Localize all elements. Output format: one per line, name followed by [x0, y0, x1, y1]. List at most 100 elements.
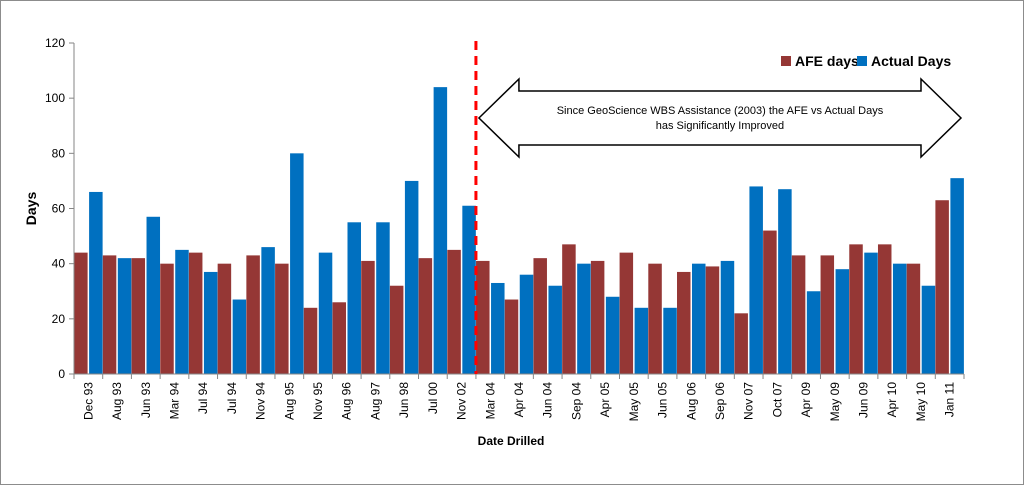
- bar-afe-20: [648, 263, 662, 374]
- bar-afe-14: [476, 260, 490, 374]
- bar-afe-0: [74, 252, 88, 374]
- x-tick-label: Jun 05: [656, 382, 670, 418]
- bar-actual-15: [519, 274, 534, 374]
- x-tick-label: Mar 94: [167, 382, 181, 420]
- bar-afe-12: [418, 258, 433, 374]
- x-tick-label: Dec 93: [81, 382, 95, 420]
- x-tick-label: Oct 07: [770, 382, 784, 418]
- bar-actual-8: [318, 252, 333, 374]
- bar-afe-29: [906, 263, 921, 374]
- x-tick-label: Apr 04: [512, 382, 526, 418]
- bar-afe-1: [102, 255, 117, 374]
- bar-actual-24: [778, 189, 792, 374]
- bar-marks: [74, 87, 964, 374]
- y-axis-ticks: 0 20 40 60 80 100 120: [45, 36, 74, 381]
- bar-actual-28: [892, 263, 907, 374]
- x-tick-label: Aug 96: [340, 382, 354, 420]
- y-tick-label: 60: [52, 202, 66, 216]
- bar-afe-6: [246, 255, 260, 374]
- x-tick-label: Apr 10: [885, 382, 899, 418]
- legend-label-actual: Actual Days: [871, 53, 951, 69]
- bar-afe-27: [849, 244, 863, 374]
- x-axis-title: Date Drilled: [478, 434, 545, 448]
- bar-actual-22: [720, 260, 735, 374]
- bar-actual-3: [175, 249, 189, 374]
- legend: AFE days Actual Days: [781, 53, 951, 69]
- bar-afe-28: [877, 244, 892, 374]
- x-tick-label: Apr 09: [799, 382, 813, 418]
- bar-afe-24: [763, 230, 777, 374]
- bar-actual-27: [864, 252, 878, 374]
- y-tick-label: 40: [52, 257, 66, 271]
- x-tick-label: Mar 04: [483, 382, 497, 420]
- y-tick-label: 0: [58, 367, 65, 381]
- bar-actual-17: [577, 263, 591, 374]
- bar-actual-4: [203, 271, 218, 374]
- x-tick-label: Jul 94: [225, 382, 239, 414]
- annotation-line-2: has Significantly Improved: [656, 120, 784, 132]
- bar-afe-23: [734, 313, 748, 374]
- x-tick-label: May 10: [914, 382, 928, 422]
- bar-actual-20: [663, 307, 677, 374]
- bar-actual-23: [749, 186, 763, 374]
- bar-afe-19: [619, 252, 634, 374]
- bar-actual-29: [921, 285, 936, 374]
- x-tick-label: Jun 09: [857, 382, 871, 418]
- bar-afe-10: [361, 260, 375, 374]
- bar-actual-13: [462, 205, 476, 374]
- bar-actual-30: [950, 178, 964, 374]
- y-tick-label: 120: [45, 36, 65, 50]
- bar-actual-21: [692, 263, 706, 374]
- x-tick-label: May 05: [627, 382, 641, 422]
- bar-afe-5: [217, 263, 232, 374]
- x-tick-label: May 09: [828, 382, 842, 422]
- bar-actual-11: [404, 180, 419, 374]
- bar-afe-16: [533, 258, 547, 374]
- x-tick-label: Nov 94: [254, 382, 268, 420]
- x-tick-label: Nov 02: [455, 382, 469, 420]
- y-tick-label: 20: [52, 312, 66, 326]
- y-tick-label: 100: [45, 91, 65, 105]
- bar-afe-26: [820, 255, 835, 374]
- x-axis-ticks: Dec 93 Aug 93 Jun 93 Mar 94 Jul 94 Jul 94 Nov …: [73, 374, 965, 422]
- annotation-line-1: Since GeoScience WBS Assistance (2003) t…: [557, 105, 884, 117]
- x-tick-label: Aug 97: [368, 382, 382, 420]
- x-tick-label: Aug 06: [684, 382, 698, 420]
- x-tick-label: Jun 04: [541, 382, 555, 418]
- bar-afe-13: [447, 249, 461, 374]
- x-tick-label: Jun 93: [139, 382, 153, 418]
- x-tick-label: Jan 11: [943, 382, 957, 417]
- x-tick-label: Jul 94: [196, 382, 210, 414]
- bar-afe-9: [332, 302, 346, 374]
- bar-actual-12: [433, 87, 448, 374]
- bar-actual-26: [835, 269, 850, 374]
- x-tick-label: Nov 95: [311, 382, 325, 420]
- bar-afe-15: [504, 299, 519, 374]
- double-arrow-shape: [477, 77, 963, 159]
- x-tick-label: Sep 04: [569, 382, 583, 420]
- bar-actual-16: [548, 285, 562, 374]
- bar-afe-25: [791, 255, 806, 374]
- bar-actual-18: [605, 296, 620, 374]
- x-tick-label: Apr 05: [598, 382, 612, 418]
- y-axis-title: Days: [23, 192, 39, 226]
- bar-afe-18: [590, 260, 605, 374]
- bar-actual-1: [117, 258, 132, 374]
- bar-afe-2: [131, 258, 146, 374]
- bar-actual-6: [261, 247, 275, 374]
- x-tick-label: Jun 98: [397, 382, 411, 418]
- bar-afe-21: [677, 271, 691, 374]
- x-tick-label: Sep 06: [713, 382, 727, 420]
- bar-actual-25: [806, 291, 821, 374]
- bar-afe-22: [705, 266, 720, 374]
- bar-actual-7: [290, 153, 304, 374]
- legend-label-afe: AFE days: [795, 53, 859, 69]
- bar-actual-14: [491, 282, 505, 374]
- legend-swatch-afe: [781, 56, 791, 66]
- x-tick-label: Nov 07: [742, 382, 756, 420]
- bar-afe-30: [935, 200, 949, 374]
- bar-actual-5: [232, 299, 247, 374]
- bar-actual-9: [347, 222, 361, 374]
